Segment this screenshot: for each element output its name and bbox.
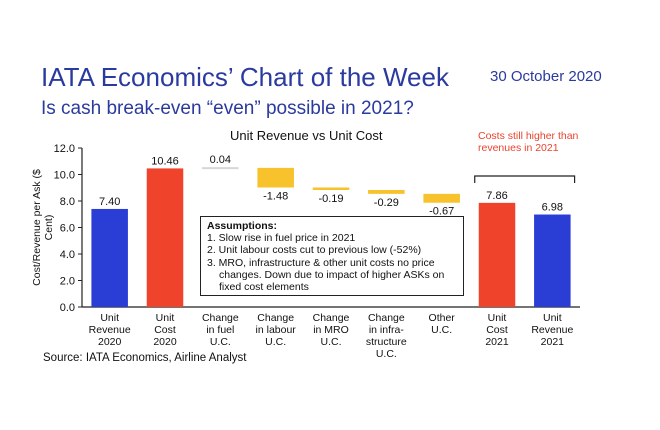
assumptions-box: Assumptions: 1. Slow rise in fuel price … xyxy=(200,216,464,296)
assumption-item-3: 3. MRO, infrastructure & other unit cost… xyxy=(207,256,445,294)
bar xyxy=(202,167,239,170)
source-note: Source: IATA Economics, Airline Analyst xyxy=(43,352,247,364)
x-tick-label: Unit xyxy=(156,312,175,324)
y-tick-label: 4.0 xyxy=(60,249,75,261)
callout-text: Costs still higher than revenues in 2021 xyxy=(478,130,579,154)
x-tick-label: Change xyxy=(313,312,350,324)
assumptions-heading: Assumptions: xyxy=(207,220,278,232)
assumption-item-2: 2. Unit labour costs cut to previous low… xyxy=(207,244,422,257)
x-tick-label: 2020 xyxy=(153,336,177,348)
assumption-item-1: 1. Slow rise in fuel price in 2021 xyxy=(207,232,356,245)
y-tick-label: 8.0 xyxy=(60,196,75,208)
x-tick-label: U.C. xyxy=(431,324,452,336)
x-tick-label: Revenue xyxy=(89,324,131,336)
x-tick-label: in fuel xyxy=(206,324,234,336)
bar xyxy=(423,193,460,203)
page-subtitle: Is cash break-even “even” possible in 20… xyxy=(41,98,414,119)
bar xyxy=(312,187,350,191)
x-tick-label: Unit xyxy=(543,312,562,324)
data-label: -0.67 xyxy=(429,206,454,218)
data-label: -1.48 xyxy=(263,190,288,202)
callout-bracket xyxy=(474,175,576,183)
x-tick-label: in MRO xyxy=(313,324,349,336)
y-tick-label: 10.0 xyxy=(54,170,75,182)
x-tick-label: U.C. xyxy=(321,336,342,348)
x-tick-label: Cost xyxy=(154,324,176,336)
x-tick-label: structure xyxy=(366,336,407,348)
y-tick-label: 2.0 xyxy=(60,276,75,288)
x-tick-label: Change xyxy=(257,312,294,324)
y-tick-label: 0.0 xyxy=(60,302,75,314)
x-tick-label: Other xyxy=(429,312,456,324)
y-tick-label: 12.0 xyxy=(54,143,75,155)
x-tick-label: in labour xyxy=(256,324,297,336)
bar xyxy=(91,208,128,307)
page-date: 30 October 2020 xyxy=(490,68,602,85)
x-tick-label: U.C. xyxy=(210,336,231,348)
data-label: -0.29 xyxy=(374,197,399,209)
x-tick-label: 2021 xyxy=(541,336,565,348)
x-tick-label: U.C. xyxy=(265,336,286,348)
data-label: 0.04 xyxy=(210,154,231,166)
bar xyxy=(257,167,294,188)
page-title: IATA Economics’ Chart of the Week xyxy=(41,62,449,92)
x-tick-label: Unit xyxy=(488,312,507,324)
bar xyxy=(478,202,516,307)
x-tick-label: 2021 xyxy=(485,336,509,348)
bar xyxy=(368,190,405,194)
y-tick-label: 6.0 xyxy=(60,223,75,235)
x-tick-label: U.C. xyxy=(376,348,397,360)
x-tick-label: Unit xyxy=(100,312,119,324)
data-label: 7.86 xyxy=(486,190,507,202)
x-tick-label: 2020 xyxy=(98,336,122,348)
bar xyxy=(146,168,184,307)
data-label: -0.19 xyxy=(318,193,343,205)
bar xyxy=(534,214,571,307)
chart-title: Unit Revenue vs Unit Cost xyxy=(230,128,383,143)
x-tick-label: in infra- xyxy=(369,324,405,336)
x-tick-label: Change xyxy=(202,312,239,324)
data-label: 7.40 xyxy=(99,196,120,208)
x-tick-label: Cost xyxy=(486,324,508,336)
x-tick-label: Revenue xyxy=(531,324,573,336)
x-tick-label: Change xyxy=(368,312,405,324)
y-axis-label: Cost/Revenue per Ask ($Cent) xyxy=(31,169,55,286)
data-label: 10.46 xyxy=(151,155,179,167)
data-label: 6.98 xyxy=(542,202,563,214)
